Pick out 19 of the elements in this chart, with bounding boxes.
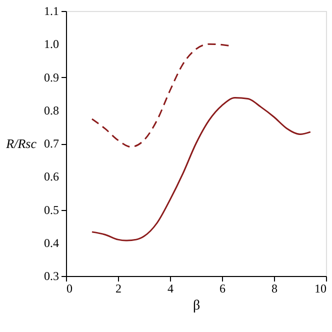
x-tick-label: 0 <box>66 282 72 296</box>
y-tick-label: 0.3 <box>44 269 59 283</box>
x-tick-label: 6 <box>220 282 226 296</box>
x-axis-title: β <box>192 298 200 314</box>
y-tick-label: 0.8 <box>44 103 59 118</box>
y-tick-label: 0.4 <box>44 236 59 250</box>
x-tick-label: 8 <box>272 282 278 296</box>
y-tick-label: 0.5 <box>44 202 59 217</box>
line-series <box>91 43 231 148</box>
y-tick-label: 0.7 <box>44 136 59 150</box>
y-tick-label: 1.0 <box>44 37 59 52</box>
x-tick-label: 4 <box>168 282 174 296</box>
y-axis-title: R/Rsc <box>5 136 37 151</box>
y-tick-label: 0.6 <box>44 170 59 184</box>
y-tick-label: 0.9 <box>44 70 59 84</box>
y-tick-label: 1.1 <box>44 4 59 18</box>
line-series <box>91 97 312 242</box>
x-tick-label: 2 <box>116 282 122 296</box>
x-tick-label: 10 <box>314 282 326 296</box>
